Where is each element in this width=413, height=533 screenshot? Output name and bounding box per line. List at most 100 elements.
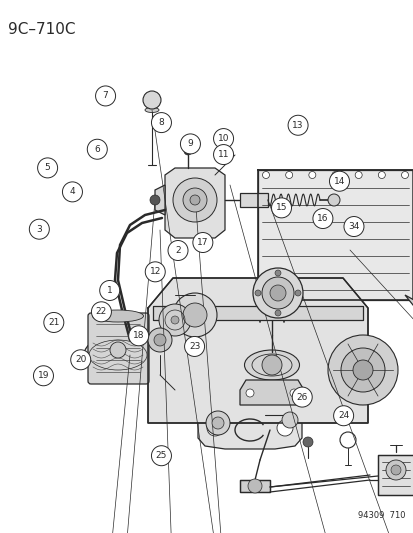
Circle shape xyxy=(211,417,223,429)
Circle shape xyxy=(213,144,233,165)
Polygon shape xyxy=(412,170,413,320)
Circle shape xyxy=(173,293,216,337)
Text: 9: 9 xyxy=(187,140,193,148)
Circle shape xyxy=(294,290,300,296)
Circle shape xyxy=(254,290,260,296)
Circle shape xyxy=(287,115,307,135)
Text: 17: 17 xyxy=(197,238,208,247)
Circle shape xyxy=(274,310,280,316)
Circle shape xyxy=(377,172,385,179)
Circle shape xyxy=(183,147,192,155)
Polygon shape xyxy=(240,380,303,405)
Text: 15: 15 xyxy=(275,204,287,212)
FancyBboxPatch shape xyxy=(88,313,149,384)
Text: 12: 12 xyxy=(149,268,161,276)
Text: 18: 18 xyxy=(133,332,144,340)
Text: 16: 16 xyxy=(316,214,328,223)
Circle shape xyxy=(183,188,206,212)
Circle shape xyxy=(274,270,280,276)
Circle shape xyxy=(110,342,126,358)
Circle shape xyxy=(302,437,312,447)
Circle shape xyxy=(151,446,171,466)
Circle shape xyxy=(173,178,216,222)
Circle shape xyxy=(95,86,115,106)
Circle shape xyxy=(184,336,204,357)
Circle shape xyxy=(340,348,384,392)
Circle shape xyxy=(333,406,353,426)
Circle shape xyxy=(100,280,119,301)
Circle shape xyxy=(285,172,292,179)
Circle shape xyxy=(150,195,159,205)
Circle shape xyxy=(213,128,233,149)
Text: 22: 22 xyxy=(95,308,107,316)
Circle shape xyxy=(327,194,339,206)
Circle shape xyxy=(183,303,206,327)
Circle shape xyxy=(180,134,200,154)
Polygon shape xyxy=(154,185,165,215)
Circle shape xyxy=(245,389,254,397)
Text: 94309  710: 94309 710 xyxy=(358,511,405,520)
Text: 23: 23 xyxy=(188,342,200,351)
Circle shape xyxy=(206,411,230,435)
Circle shape xyxy=(206,420,223,436)
Circle shape xyxy=(269,285,285,301)
Circle shape xyxy=(29,219,49,239)
Circle shape xyxy=(331,172,338,179)
Circle shape xyxy=(281,412,297,428)
Circle shape xyxy=(327,335,397,405)
Circle shape xyxy=(147,328,171,352)
FancyBboxPatch shape xyxy=(214,290,329,410)
Circle shape xyxy=(312,208,332,229)
Circle shape xyxy=(168,240,188,261)
Text: 14: 14 xyxy=(333,177,344,185)
Circle shape xyxy=(262,172,269,179)
Circle shape xyxy=(401,172,408,179)
Circle shape xyxy=(354,172,361,179)
Circle shape xyxy=(271,198,291,218)
Circle shape xyxy=(128,326,148,346)
Ellipse shape xyxy=(244,350,299,380)
Ellipse shape xyxy=(92,310,143,322)
Text: 5: 5 xyxy=(45,164,50,172)
Polygon shape xyxy=(240,193,267,207)
Polygon shape xyxy=(147,278,367,423)
Circle shape xyxy=(352,360,372,380)
Text: 6: 6 xyxy=(94,145,100,154)
Circle shape xyxy=(145,262,165,282)
Text: 9C–710C: 9C–710C xyxy=(8,22,75,37)
Text: 1: 1 xyxy=(107,286,112,295)
Circle shape xyxy=(252,268,302,318)
Circle shape xyxy=(190,195,199,205)
Ellipse shape xyxy=(145,108,159,112)
Text: 7: 7 xyxy=(102,92,108,100)
Text: 13: 13 xyxy=(292,121,303,130)
Text: 19: 19 xyxy=(38,372,49,380)
Circle shape xyxy=(33,366,53,386)
Circle shape xyxy=(87,139,107,159)
Polygon shape xyxy=(240,480,269,492)
Text: 8: 8 xyxy=(158,118,164,127)
Ellipse shape xyxy=(159,304,190,336)
Circle shape xyxy=(38,158,57,178)
Circle shape xyxy=(343,216,363,237)
Text: 10: 10 xyxy=(217,134,229,143)
Circle shape xyxy=(261,355,281,375)
Circle shape xyxy=(390,465,400,475)
Polygon shape xyxy=(153,306,362,320)
Text: 25: 25 xyxy=(155,451,167,460)
Circle shape xyxy=(276,420,292,436)
Polygon shape xyxy=(165,168,224,238)
Polygon shape xyxy=(257,170,412,300)
Text: 11: 11 xyxy=(217,150,229,159)
Circle shape xyxy=(151,112,171,133)
Circle shape xyxy=(71,350,90,370)
Text: 3: 3 xyxy=(36,225,42,233)
Polygon shape xyxy=(377,455,413,495)
Circle shape xyxy=(247,479,261,493)
Circle shape xyxy=(385,460,405,480)
Text: 24: 24 xyxy=(337,411,349,420)
Ellipse shape xyxy=(171,316,178,324)
Circle shape xyxy=(289,389,297,397)
Text: 4: 4 xyxy=(69,188,75,196)
Circle shape xyxy=(44,312,64,333)
